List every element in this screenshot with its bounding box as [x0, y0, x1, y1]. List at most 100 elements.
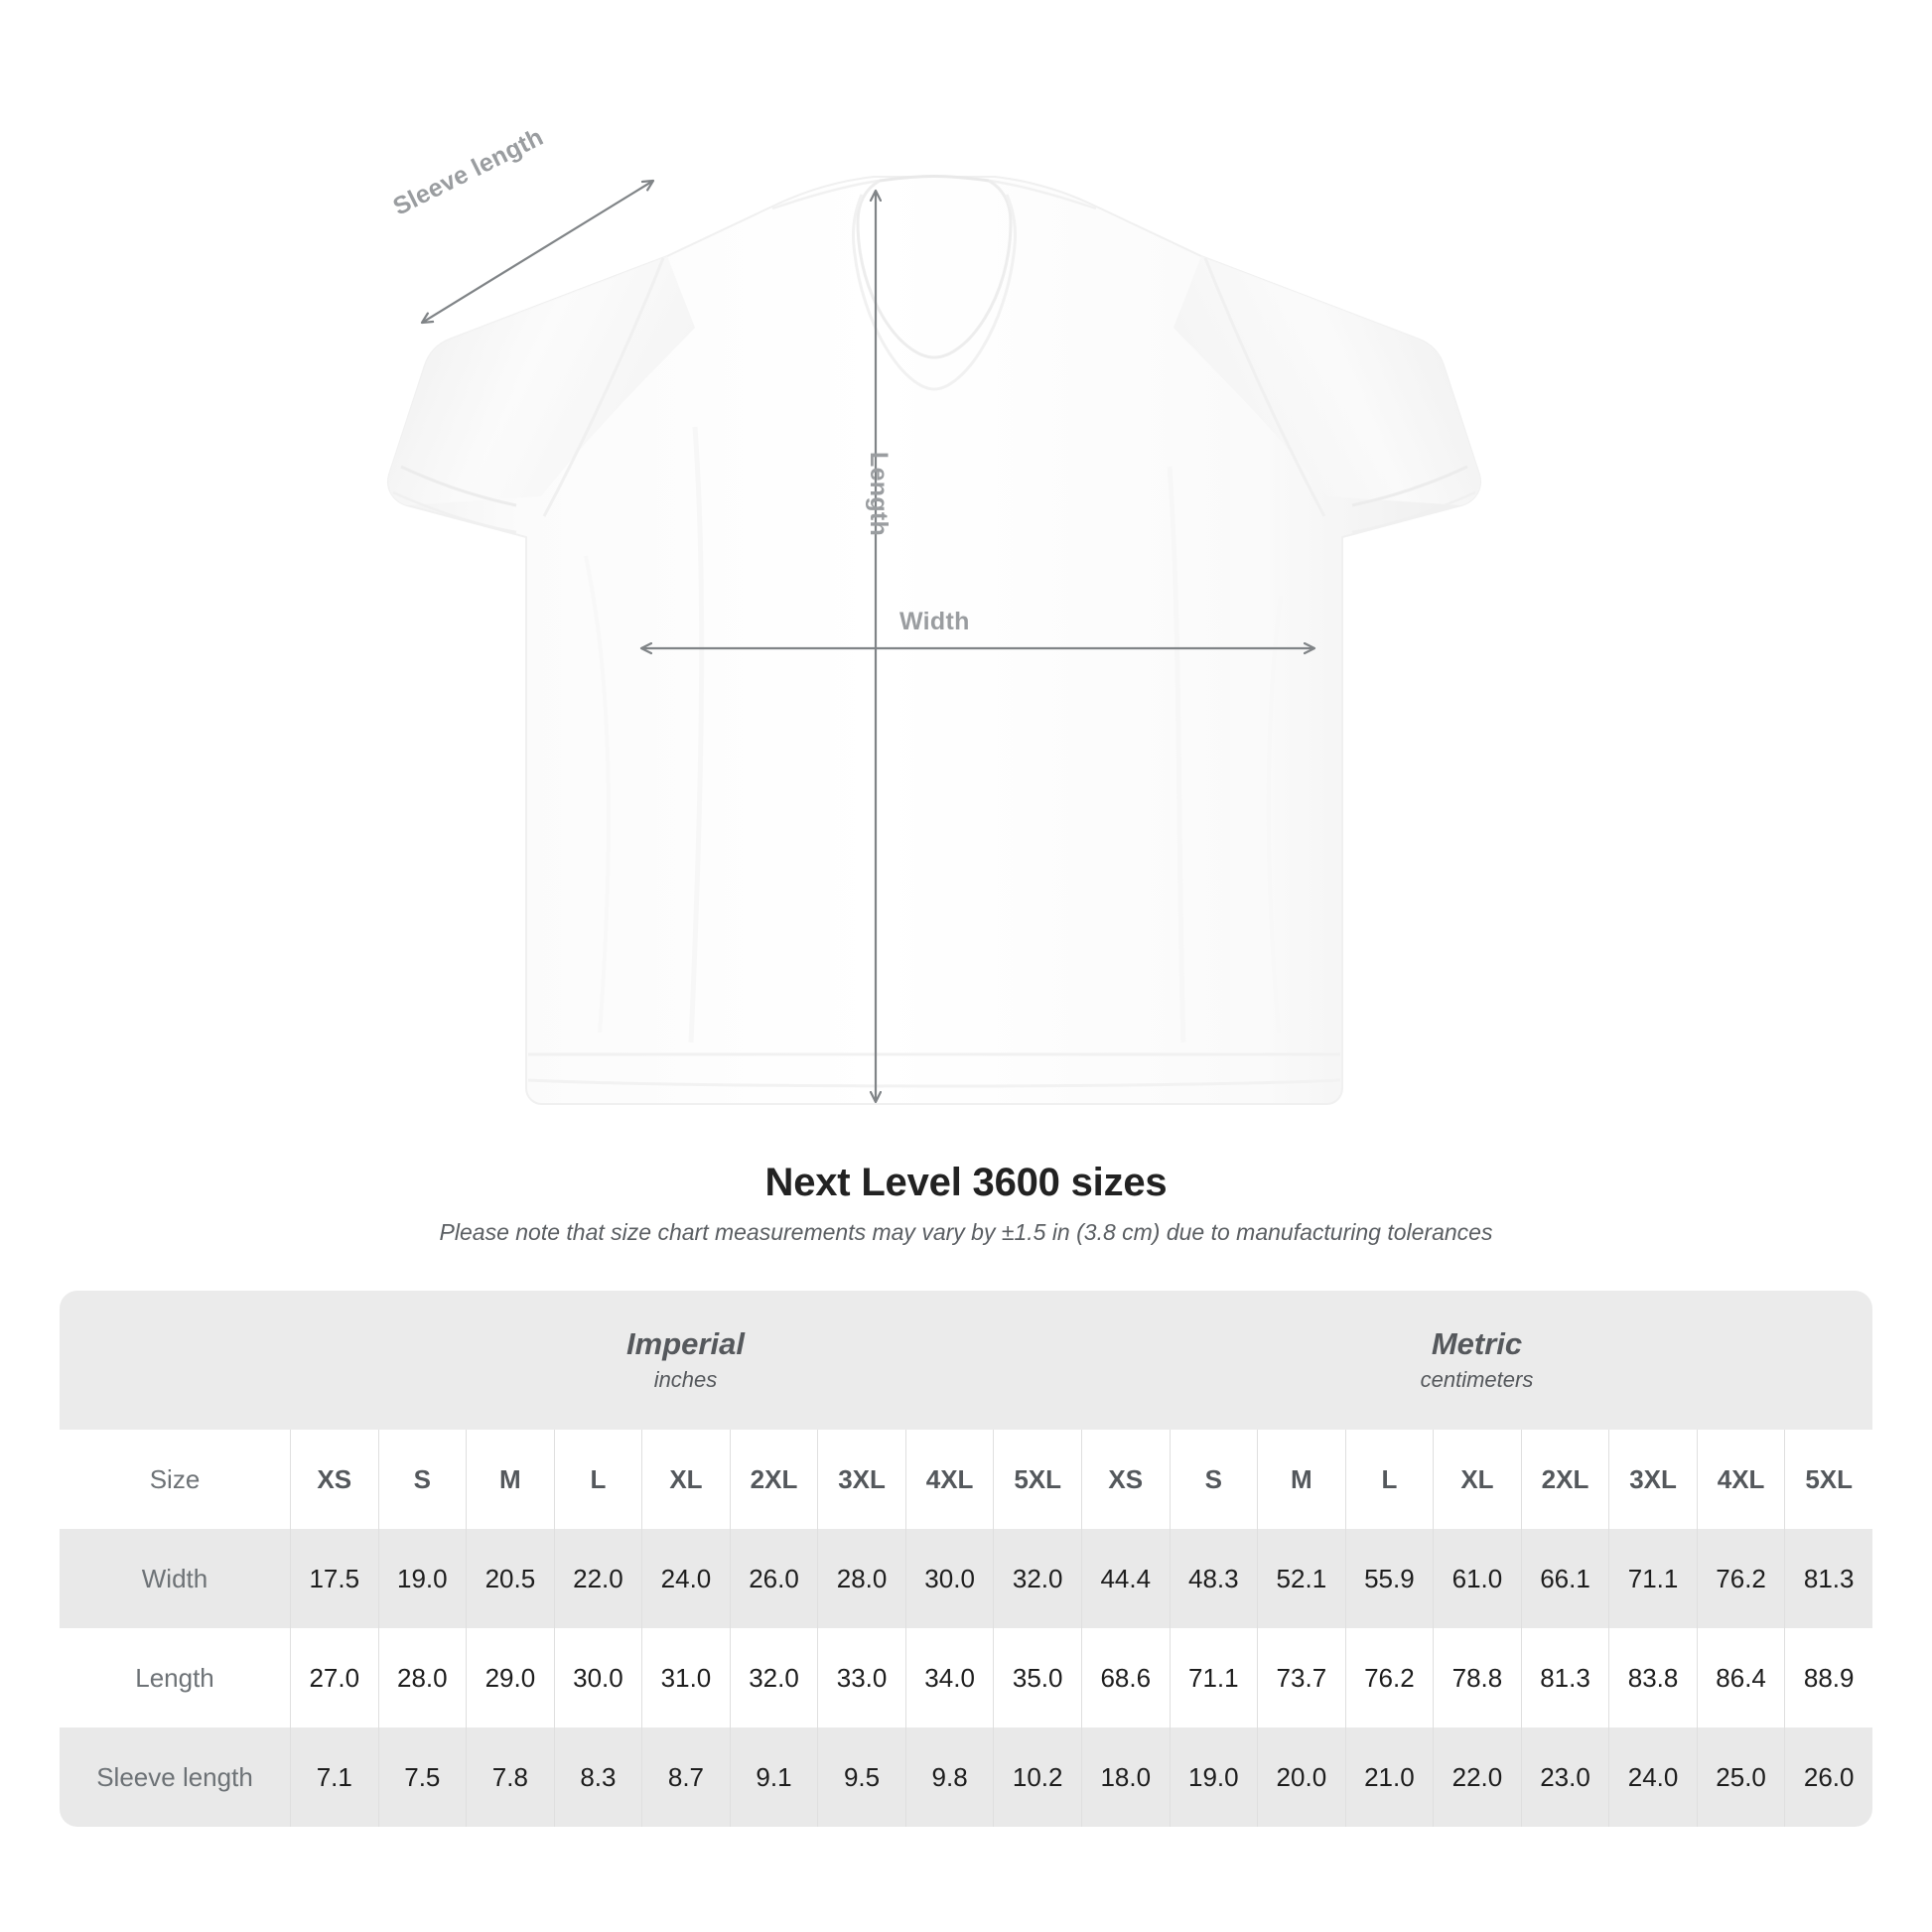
table-row-size-header: Size XS S M L XL 2XL 3XL 4XL 5XL XS S M L XL 2XL 3XL 4XL…	[60, 1430, 1872, 1529]
size-header-cell: S	[1169, 1430, 1258, 1529]
table-cell: 17.5	[290, 1529, 378, 1628]
table-cell: 86.4	[1696, 1628, 1785, 1727]
size-header-cell: XS	[1080, 1430, 1170, 1529]
width-label: Width	[899, 608, 970, 635]
tshirt-shape	[387, 175, 1481, 1105]
unit-group-imperial-sub: inches	[653, 1366, 718, 1392]
table-cell: 35.0	[993, 1628, 1081, 1727]
size-header-cell: S	[377, 1430, 467, 1529]
tshirt-illustration	[387, 175, 1481, 1105]
table-cell: 29.0	[466, 1628, 554, 1727]
size-header-cell: 2XL	[729, 1430, 818, 1529]
table-cell: 73.7	[1257, 1628, 1345, 1727]
size-header-cell: 2XL	[1520, 1430, 1609, 1529]
table-cell: 22.0	[1433, 1727, 1521, 1827]
size-chart-table: Imperial inches Metric centimeters Size …	[60, 1291, 1872, 1827]
table-cell: 9.1	[729, 1727, 818, 1827]
row-header-length: Length	[60, 1628, 290, 1727]
table-cell: 61.0	[1433, 1529, 1521, 1628]
table-cell: 34.0	[904, 1628, 994, 1727]
table-cell: 55.9	[1344, 1529, 1434, 1628]
row-header-size: Size	[60, 1430, 290, 1529]
size-header-cell: 5XL	[993, 1430, 1081, 1529]
tshirt-measurement-diagram: Sleeve length Length Width	[387, 123, 1481, 1105]
table-cell: 31.0	[641, 1628, 730, 1727]
size-header-cell: L	[1344, 1430, 1434, 1529]
size-header-cell: 3XL	[1608, 1430, 1697, 1529]
table-cell: 10.2	[993, 1727, 1081, 1827]
table-cell: 26.0	[729, 1529, 818, 1628]
size-header-cell: XL	[1433, 1430, 1521, 1529]
table-cell: 8.7	[641, 1727, 730, 1827]
table-cell: 7.8	[466, 1727, 554, 1827]
measurement-guides	[422, 181, 1314, 1102]
table-cell: 7.1	[290, 1727, 378, 1827]
unit-group-metric-name: Metric	[1431, 1325, 1523, 1361]
table-cell: 24.0	[1608, 1727, 1697, 1827]
size-header-cell: XL	[641, 1430, 730, 1529]
table-cell: 22.0	[553, 1529, 642, 1628]
unit-group-imperial: Imperial inches	[290, 1291, 1081, 1430]
sleeve-length-arrow	[422, 181, 653, 323]
table-cell: 28.0	[377, 1628, 467, 1727]
table-row: Width 17.5 19.0 20.5 22.0 24.0 26.0 28.0 30.0 32.…	[60, 1529, 1872, 1628]
table-cell: 32.0	[729, 1628, 818, 1727]
table-cell: 26.0	[1784, 1727, 1872, 1827]
table-cell: 78.8	[1433, 1628, 1521, 1727]
table-cell: 44.4	[1080, 1529, 1170, 1628]
size-header-cell: M	[1257, 1430, 1345, 1529]
table-cell: 8.3	[553, 1727, 642, 1827]
unit-group-imperial-name: Imperial	[626, 1325, 745, 1361]
length-label: Length	[865, 452, 893, 537]
size-header-cell: 5XL	[1784, 1430, 1872, 1529]
tolerance-note: Please note that size chart measurements…	[439, 1219, 1493, 1245]
row-header-width: Width	[60, 1529, 290, 1628]
table-cell: 30.0	[904, 1529, 994, 1628]
size-header-cell: 4XL	[904, 1430, 994, 1529]
table-row: Length 27.0 28.0 29.0 30.0 31.0 32.0 33.0 34.0 35…	[60, 1628, 1872, 1727]
unit-spacer-cell	[60, 1291, 290, 1430]
table-cell: 20.5	[466, 1529, 554, 1628]
size-header-cell: 4XL	[1696, 1430, 1785, 1529]
table-cell: 28.0	[817, 1529, 905, 1628]
page-title: Next Level 3600 sizes	[764, 1161, 1168, 1204]
heading-block: Next Level 3600 sizes Please note that s…	[0, 1160, 1932, 1247]
table-cell: 7.5	[377, 1727, 467, 1827]
table-cell: 71.1	[1608, 1529, 1697, 1628]
table-cell: 76.2	[1344, 1628, 1434, 1727]
table-cell: 19.0	[377, 1529, 467, 1628]
size-header-cell: 3XL	[817, 1430, 905, 1529]
table-cell: 20.0	[1257, 1727, 1345, 1827]
table-cell: 24.0	[641, 1529, 730, 1628]
table-cell: 52.1	[1257, 1529, 1345, 1628]
size-header-cell: XS	[290, 1430, 378, 1529]
table-cell: 30.0	[553, 1628, 642, 1727]
size-header-cell: L	[553, 1430, 642, 1529]
table-cell: 81.3	[1784, 1529, 1872, 1628]
table-cell: 19.0	[1169, 1727, 1258, 1827]
size-header-cell: M	[466, 1430, 554, 1529]
table-cell: 66.1	[1520, 1529, 1609, 1628]
table-cell: 9.8	[904, 1727, 994, 1827]
table-cell: 71.1	[1169, 1628, 1258, 1727]
table-cell: 88.9	[1784, 1628, 1872, 1727]
unit-group-metric: Metric centimeters	[1080, 1291, 1872, 1430]
row-header-sleeve-length: Sleeve length	[60, 1727, 290, 1827]
table-cell: 68.6	[1080, 1628, 1170, 1727]
size-chart-table-wrapper: Imperial inches Metric centimeters Size …	[60, 1291, 1872, 1827]
table-cell: 18.0	[1080, 1727, 1170, 1827]
table-cell: 23.0	[1520, 1727, 1609, 1827]
table-cell: 83.8	[1608, 1628, 1697, 1727]
table-cell: 81.3	[1520, 1628, 1609, 1727]
table-cell: 9.5	[817, 1727, 905, 1827]
table-cell: 25.0	[1696, 1727, 1785, 1827]
unit-group-metric-sub: centimeters	[1420, 1366, 1534, 1392]
table-cell: 27.0	[290, 1628, 378, 1727]
table-cell: 48.3	[1169, 1529, 1258, 1628]
table-cell: 76.2	[1696, 1529, 1785, 1628]
table-cell: 21.0	[1344, 1727, 1434, 1827]
table-cell: 32.0	[993, 1529, 1081, 1628]
unit-group-row: Imperial inches Metric centimeters	[60, 1291, 1872, 1430]
table-cell: 33.0	[817, 1628, 905, 1727]
table-row: Sleeve length 7.1 7.5 7.8 8.3 8.7 9.1 9.5 9.8 10.…	[60, 1727, 1872, 1827]
